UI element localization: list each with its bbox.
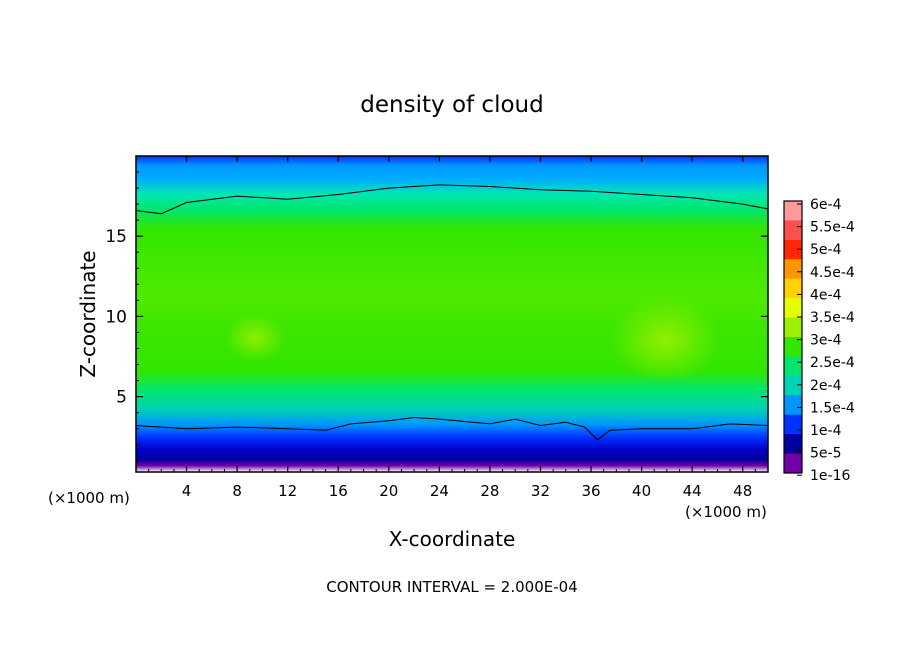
y-axis-label: Z-coordinate [76,250,100,377]
colorbar-label: 1.5e-4 [810,400,855,416]
x-tick-label: 36 [581,482,600,500]
colorbar-label: 5e-5 [810,446,841,462]
contour-interval-note: CONTOUR INTERVAL = 2.000E-04 [326,578,577,596]
field-highlight-right [610,298,720,382]
colorbar: 6e-4 5.5e-4 5e-4 4.5e-4 4e-4 3.5e-4 3e-4 2.5e-4… [783,197,855,484]
y-tick-label: 10 [105,307,127,327]
x-tick-label: 48 [733,482,752,500]
colorbar-swatch [784,317,802,338]
colorbar-label: 4.5e-4 [810,265,855,281]
x-tick-label: 32 [531,482,550,500]
x-tick-label: 12 [278,482,297,500]
x-tick-label: 24 [430,482,449,500]
contour-line [136,416,768,441]
x-tick-label: 44 [683,482,702,500]
colorbar-frame [783,200,803,474]
x-axis-unit-right: (×1000 m) [685,503,767,521]
x-axis-unit-left: (×1000 m) [48,489,130,507]
colorbar-swatch [784,278,802,299]
colorbar-label: 2e-4 [810,378,842,394]
colorbar-swatch [784,356,802,377]
colorbar-label: 3e-4 [810,333,842,349]
colorbar-swatch [784,259,802,280]
colorbar-label: 1e-16 [810,468,850,484]
x-tick-label: 16 [329,482,348,500]
colorbar-swatch [784,395,802,416]
field-highlight-left [225,314,285,362]
x-axis-label: X-coordinate [389,527,516,551]
colorbar-label: 4e-4 [810,287,842,303]
colorbar-swatch [784,434,802,454]
colorbar-swatch [784,414,802,435]
x-axis: 4 8 12 16 20 24 28 32 36 40 44 48 [148,156,756,500]
x-tick-label: 28 [480,482,499,500]
colorbar-label: 2.5e-4 [810,355,855,371]
contour-lines [136,184,768,441]
y-tick-label: 5 [116,388,127,408]
heatmap-field [136,156,768,472]
colorbar-label: 3.5e-4 [810,310,855,326]
x-tick-label: 8 [232,482,242,500]
colorbar-swatch [784,220,802,241]
x-tick-label: 20 [379,482,398,500]
colorbar-label: 6e-4 [810,197,842,213]
colorbar-swatch [784,453,802,474]
colorbar-swatch [784,337,802,357]
colorbar-swatch [784,298,802,318]
colorbar-label: 5.5e-4 [810,220,855,236]
contour-line [136,184,768,215]
colorbar-label: 1e-4 [810,423,842,439]
x-tick-label: 40 [632,482,651,500]
chart-title: density of cloud [360,92,543,118]
y-axis: 5 10 15 [105,171,768,462]
colorbar-swatch [784,201,802,221]
colorbar-swatch [784,375,802,396]
colorbar-swatch [784,239,802,260]
y-tick-label: 15 [105,227,127,247]
colorbar-label: 5e-4 [810,242,842,258]
field-dip-top [260,156,380,170]
x-tick-label: 4 [182,482,192,500]
